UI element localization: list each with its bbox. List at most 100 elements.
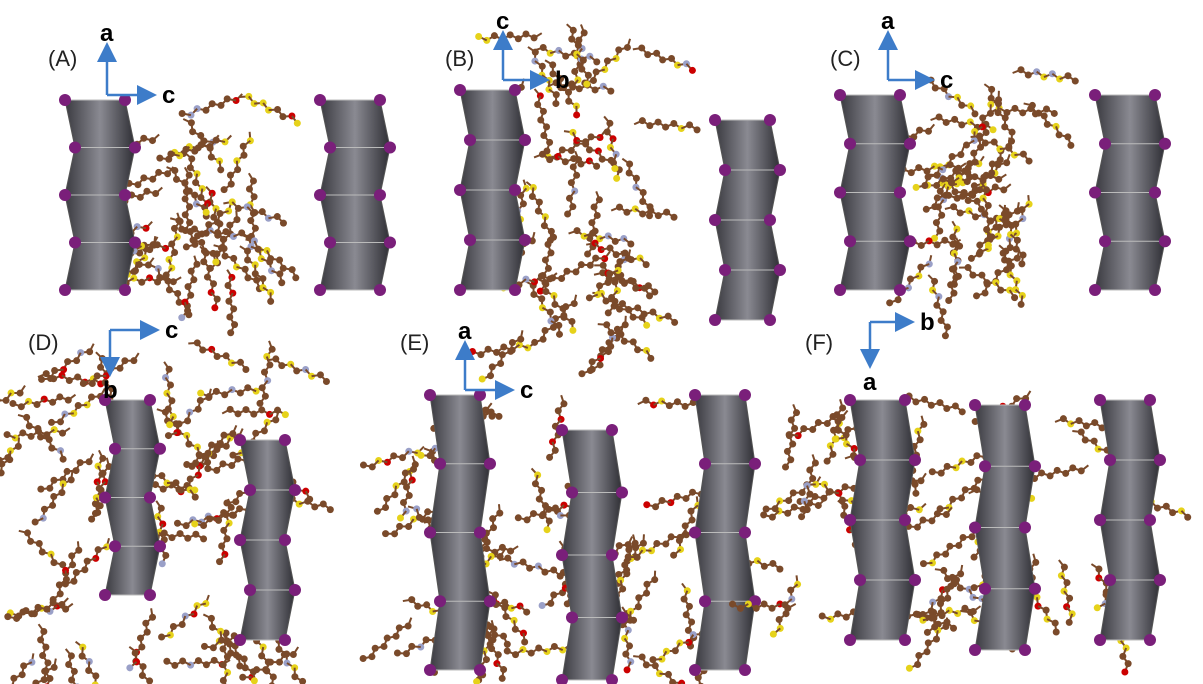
figure: (A)ac(B)cb(C)ac(D)cb(E)ac(F)ba	[0, 0, 1203, 684]
iodine-atom	[689, 527, 701, 539]
axis-label: b	[920, 309, 935, 336]
atom	[523, 609, 530, 616]
atom	[929, 468, 936, 475]
atom	[504, 648, 511, 655]
iodine-atom	[119, 284, 131, 296]
atom	[556, 331, 563, 338]
atom	[671, 319, 678, 326]
iodine-atom	[904, 138, 916, 150]
atom	[9, 400, 16, 407]
atom	[469, 348, 476, 355]
atom	[360, 462, 367, 469]
atom	[557, 573, 564, 580]
atom	[158, 633, 165, 640]
atom	[832, 436, 839, 443]
iodine-atom	[1154, 574, 1166, 586]
atom	[165, 432, 172, 439]
iodine-atom	[234, 434, 246, 446]
atom	[221, 186, 228, 193]
iodine-atom	[434, 595, 446, 607]
iodine-atom	[969, 522, 981, 534]
iodine-atom	[279, 434, 291, 446]
iodine-atom	[1019, 522, 1031, 534]
iodine-atom	[464, 134, 476, 146]
iodine-atom	[834, 284, 846, 296]
atom	[977, 249, 984, 256]
iodine-atom	[509, 284, 521, 296]
atom	[394, 650, 401, 657]
atom	[251, 677, 258, 684]
iodine-atom	[556, 549, 568, 561]
atom	[1067, 142, 1074, 149]
iodine-atom	[566, 487, 578, 499]
atom	[38, 376, 45, 383]
atom	[48, 419, 55, 426]
atom	[1011, 294, 1018, 301]
iodine-atom	[899, 514, 911, 526]
atom	[923, 206, 930, 213]
iodine-atom	[979, 460, 991, 472]
atom	[605, 309, 612, 316]
iodine-atom	[1099, 235, 1111, 247]
iodine-atom	[424, 527, 436, 539]
iodine-atom	[424, 664, 436, 676]
iodine-atom	[1089, 284, 1101, 296]
atom	[1018, 260, 1025, 267]
atom	[360, 655, 367, 662]
atom	[1026, 158, 1033, 165]
atom	[689, 67, 696, 74]
atom	[547, 237, 554, 244]
atom	[182, 227, 189, 234]
atom	[782, 464, 789, 471]
iodine-atom	[606, 549, 618, 561]
iodine-atom	[1149, 187, 1161, 199]
atom	[627, 241, 634, 248]
iodine-atom	[314, 284, 326, 296]
iodine-atom	[969, 644, 981, 656]
iodine-atom	[244, 584, 256, 596]
iodine-atom	[154, 443, 166, 455]
iodine-atom	[324, 237, 336, 249]
iodine-atom	[909, 574, 921, 586]
iodine-atom	[314, 189, 326, 201]
iodine-atom	[519, 134, 531, 146]
atom	[80, 380, 87, 387]
atom	[569, 327, 576, 334]
panel-label: (C)	[830, 46, 861, 71]
iodine-atom	[739, 389, 751, 401]
iodine-atom	[244, 484, 256, 496]
atom	[292, 274, 299, 281]
iodine-atom	[1144, 634, 1156, 646]
iodine-atom	[764, 214, 776, 226]
iodine-atom	[854, 454, 866, 466]
iodine-atom	[454, 284, 466, 296]
iodine-atom	[484, 595, 496, 607]
iodine-atom	[844, 394, 856, 406]
atom	[499, 675, 506, 682]
atom	[1094, 604, 1101, 611]
atom	[88, 516, 95, 523]
atom	[479, 376, 486, 383]
atom	[643, 501, 650, 508]
atom	[593, 58, 600, 65]
atom	[278, 279, 285, 286]
atom	[647, 355, 654, 362]
iodine-atom	[59, 284, 71, 296]
atom	[397, 514, 404, 521]
atom	[204, 465, 211, 472]
atom	[323, 378, 330, 385]
axis-label: c	[520, 377, 533, 404]
atom	[549, 274, 556, 281]
iodine-atom	[834, 89, 846, 101]
atom	[569, 84, 576, 91]
atom	[200, 535, 207, 542]
atom	[1066, 619, 1073, 626]
iodine-atom	[129, 237, 141, 249]
atom	[624, 666, 631, 673]
atom	[1000, 250, 1007, 257]
panel-label: (A)	[48, 46, 77, 71]
iodine-atom	[519, 234, 531, 246]
iodine-atom	[1094, 394, 1106, 406]
iodine-atom	[464, 234, 476, 246]
axis-label: b	[103, 377, 118, 404]
